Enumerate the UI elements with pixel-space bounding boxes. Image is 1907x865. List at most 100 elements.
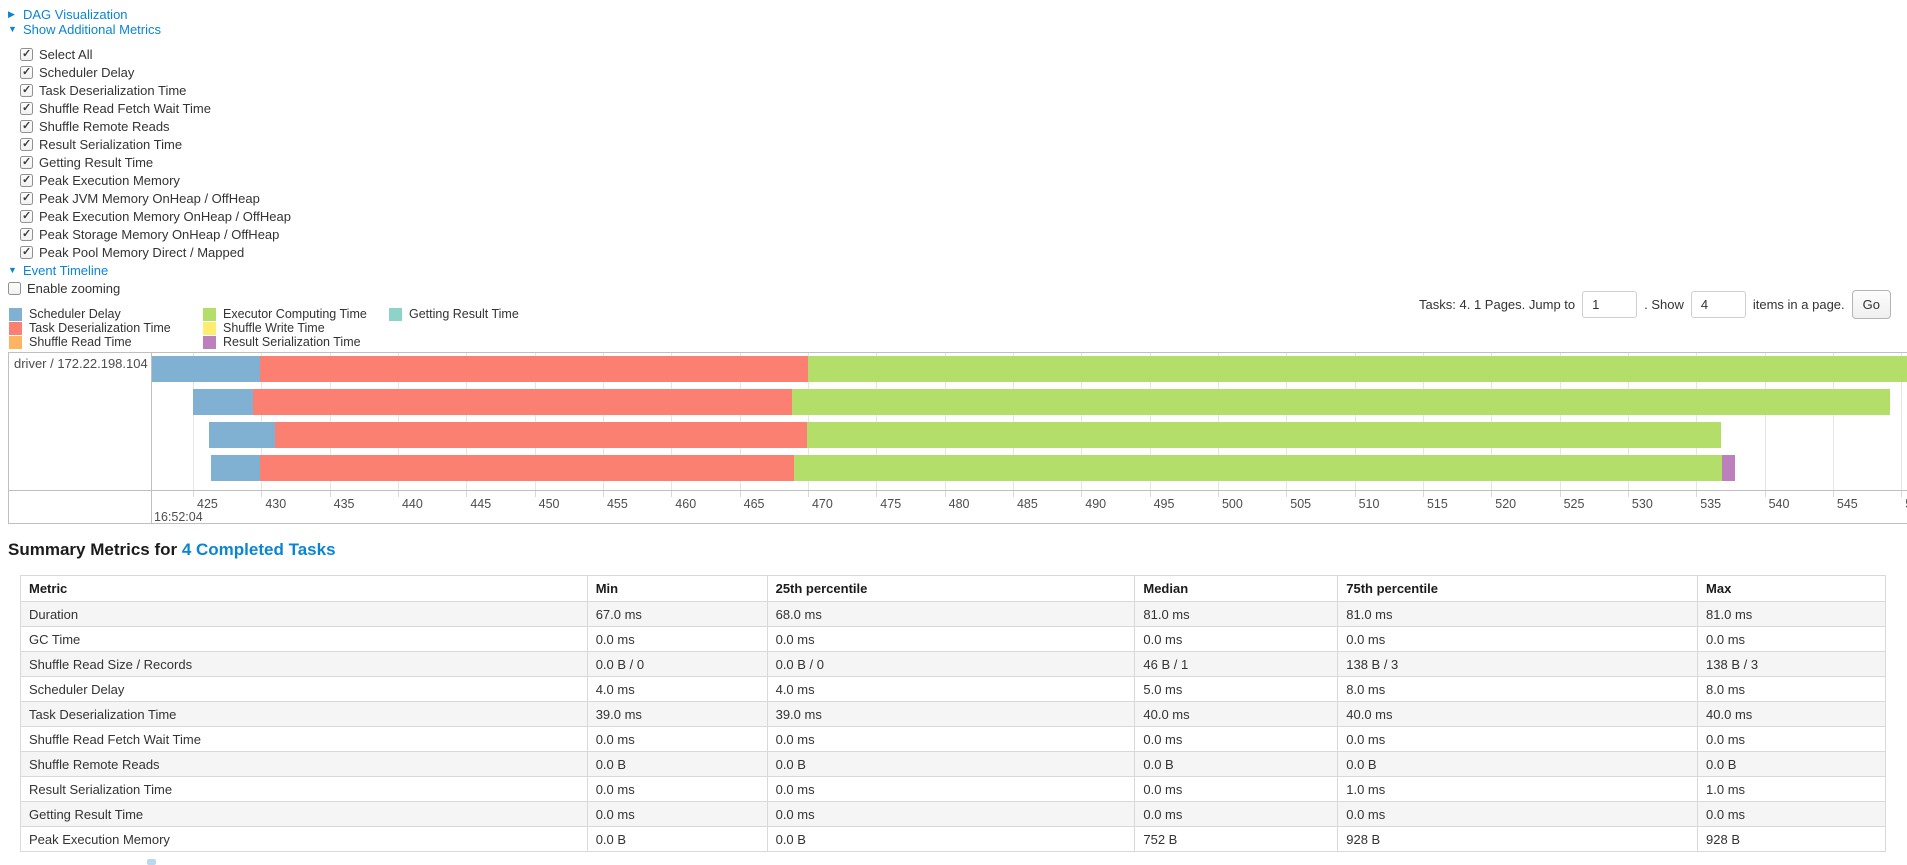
scheduler-delay-segment[interactable]: [193, 389, 254, 415]
timeline-tick-label: 550: [1905, 497, 1907, 511]
metric-checkbox[interactable]: [20, 66, 33, 79]
metric-checkbox-label: Result Serialization Time: [39, 137, 183, 152]
timeline-gridline: [261, 353, 263, 490]
event-timeline-link[interactable]: Event Timeline: [23, 262, 109, 278]
enable-zooming-control[interactable]: Enable zooming: [8, 280, 120, 297]
show-additional-metrics-toggle[interactable]: ▼ Show Additional Metrics: [8, 21, 161, 37]
legend-item-label: Executor Computing Time: [223, 307, 367, 321]
metric-checkbox-row[interactable]: Peak JVM Memory OnHeap / OffHeap: [20, 190, 260, 207]
metric-value-cell: 752 B: [1134, 826, 1339, 852]
expanded-arrow-icon: ▼: [8, 265, 17, 275]
metric-checkbox-row[interactable]: Getting Result Time: [20, 154, 153, 171]
metric-checkbox-row[interactable]: Peak Pool Memory Direct / Mapped: [20, 244, 244, 261]
pagination-suffix-text: items in a page.: [1752, 297, 1845, 312]
metric-checkbox[interactable]: [20, 102, 33, 115]
metric-checkbox-label: Shuffle Remote Reads: [39, 119, 170, 134]
go-button[interactable]: Go: [1851, 290, 1891, 319]
timeline-tick-mark: [1627, 490, 1629, 497]
jump-to-page-input[interactable]: [1582, 291, 1638, 318]
executor-computing-segment[interactable]: [794, 455, 1723, 481]
items-per-page-input[interactable]: [1690, 291, 1746, 318]
legend-item: Getting Result Time: [389, 307, 519, 321]
event-timeline-toggle[interactable]: ▼ Event Timeline: [8, 262, 108, 278]
executor-computing-segment[interactable]: [791, 389, 1891, 415]
show-additional-metrics-link[interactable]: Show Additional Metrics: [23, 21, 162, 37]
metric-checkbox[interactable]: [20, 246, 33, 259]
metric-checkbox-label: Peak Storage Memory OnHeap / OffHeap: [39, 227, 280, 242]
scheduler-delay-segment[interactable]: [210, 455, 260, 481]
summary-column-header: Max: [1697, 575, 1886, 602]
timeline-gridline: [1217, 353, 1219, 490]
timeline-gridline: [1149, 353, 1151, 490]
result-serialization-segment[interactable]: [1722, 455, 1735, 481]
metric-checkbox[interactable]: [20, 84, 33, 97]
task-timeline-row: [9, 389, 1907, 415]
legend-item-label: Shuffle Read Time: [29, 335, 132, 349]
metric-checkbox[interactable]: [20, 210, 33, 223]
metric-checkbox-label: Select All: [39, 47, 93, 62]
timeline-tick-mark: [739, 490, 741, 497]
metric-checkbox[interactable]: [20, 156, 33, 169]
executor-computing-segment[interactable]: [807, 356, 1907, 382]
summary-table-row: Scheduler Delay 4.0 ms 4.0 ms 5.0 ms 8.0 ms 8…: [20, 676, 1886, 702]
task-deserialization-segment[interactable]: [253, 389, 792, 415]
metric-value-cell: 0.0 B: [1134, 751, 1339, 777]
summary-table-row: GC Time 0.0 ms 0.0 ms 0.0 ms 0.0 ms 0.0 ms: [20, 626, 1886, 652]
metric-value-cell: 5.0 ms: [1134, 676, 1339, 702]
collapsed-arrow-icon: ▶: [8, 8, 15, 19]
dag-visualization-link[interactable]: DAG Visualization: [23, 6, 128, 22]
metric-value-cell: 0.0 ms: [1134, 801, 1339, 827]
task-deserialization-segment[interactable]: [259, 356, 808, 382]
metric-value-cell: 0.0 B: [766, 751, 1136, 777]
metric-checkbox[interactable]: [20, 192, 33, 205]
metric-checkbox[interactable]: [20, 138, 33, 151]
enable-zooming-checkbox[interactable]: [8, 282, 21, 295]
metric-checkbox-row[interactable]: Task Deserialization Time: [20, 82, 186, 99]
metric-checkbox-row[interactable]: Peak Execution Memory OnHeap / OffHeap: [20, 208, 291, 225]
metric-checkbox-row[interactable]: Peak Storage Memory OnHeap / OffHeap: [20, 226, 279, 243]
metric-value-cell: 0.0 ms: [1337, 726, 1699, 752]
task-deserialization-segment[interactable]: [259, 455, 795, 481]
scheduler-delay-segment[interactable]: [152, 356, 260, 382]
executor-computing-segment[interactable]: [806, 422, 1721, 448]
completed-tasks-link[interactable]: 4 Completed Tasks: [181, 540, 336, 559]
scheduler-delay-legend-swatch: [9, 307, 22, 321]
timeline-tick-label: 460: [675, 497, 697, 511]
metric-checkbox[interactable]: [20, 228, 33, 241]
task-deserialization-segment[interactable]: [274, 422, 807, 448]
timeline-tick-mark: [1696, 490, 1698, 497]
scheduler-delay-segment[interactable]: [209, 422, 275, 448]
metric-value-cell: 138 B / 3: [1697, 651, 1886, 677]
summary-heading-text: Summary Metrics for: [8, 540, 182, 559]
metric-checkbox-row[interactable]: Scheduler Delay: [20, 64, 134, 81]
summary-column-header: Min: [586, 575, 768, 602]
legend-item-label: Task Deserialization Time: [29, 321, 171, 335]
timeline-tick-mark: [1012, 490, 1014, 497]
metric-value-cell: 0.0 ms: [1697, 726, 1886, 752]
metric-name-cell: Scheduler Delay: [20, 676, 588, 702]
legend-item-label: Scheduler Delay: [29, 307, 121, 321]
metric-checkbox[interactable]: [20, 120, 33, 133]
metric-checkbox-row[interactable]: Result Serialization Time: [20, 136, 182, 153]
expanded-arrow-icon: ▼: [8, 24, 17, 34]
summary-column-header: Median: [1134, 575, 1339, 602]
metric-checkbox-row[interactable]: Peak Execution Memory: [20, 172, 180, 189]
shuffle-read-legend-swatch: [9, 335, 22, 349]
timeline-tick-mark: [397, 490, 399, 497]
task-pagination: Tasks: 4. 1 Pages. Jump to . Show items …: [1419, 290, 1891, 319]
metric-value-cell: 39.0 ms: [586, 701, 768, 727]
metric-checkbox-row[interactable]: Select All: [20, 46, 92, 63]
metric-checkbox-row[interactable]: Shuffle Remote Reads: [20, 118, 170, 135]
metric-value-cell: 0.0 ms: [586, 726, 768, 752]
metric-checkbox-row[interactable]: Shuffle Read Fetch Wait Time: [20, 100, 211, 117]
timeline-tick-mark: [944, 490, 946, 497]
metric-value-cell: 4.0 ms: [766, 676, 1136, 702]
metric-checkbox[interactable]: [20, 174, 33, 187]
pagination-mid-text: . Show: [1644, 297, 1684, 312]
metric-value-cell: 0.0 B: [1697, 751, 1886, 777]
timeline-tick-label: 505: [1290, 497, 1312, 511]
dag-visualization-toggle[interactable]: ▶ DAG Visualization: [8, 6, 128, 22]
metric-checkbox[interactable]: [20, 48, 33, 61]
metric-checkbox-label: Scheduler Delay: [39, 65, 135, 80]
metric-value-cell: 68.0 ms: [766, 601, 1136, 627]
